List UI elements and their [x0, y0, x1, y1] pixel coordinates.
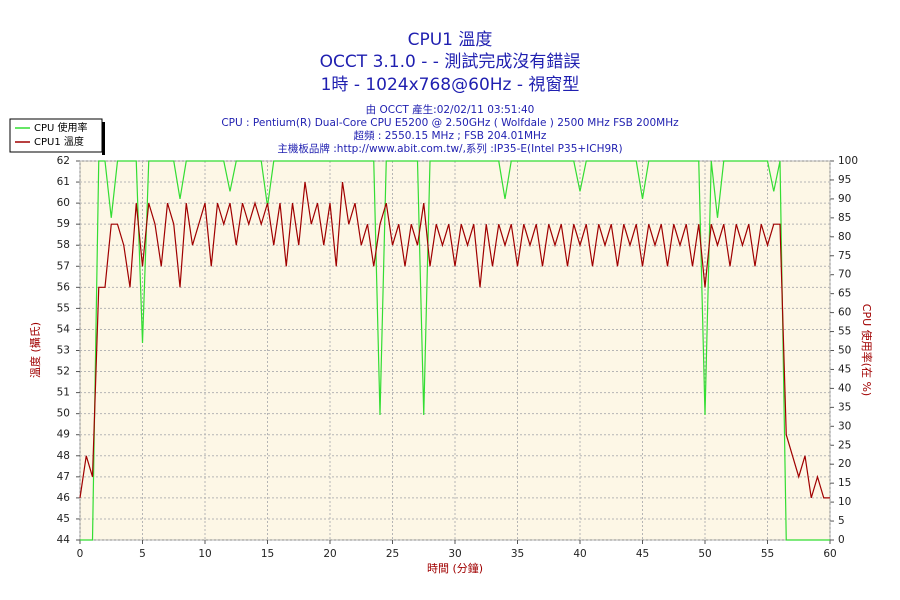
x-tick-label: 25 [386, 548, 399, 560]
y-tick-label: 62 [57, 155, 70, 167]
chart-title: CPU1 溫度 [408, 30, 493, 50]
y2-tick-label: 50 [838, 345, 851, 357]
x-axis-label: 時間 (分鐘) [427, 561, 483, 575]
y-tick-label: 53 [57, 345, 70, 357]
x-tick-label: 15 [261, 548, 274, 560]
y2-tick-label: 40 [838, 382, 851, 394]
info-line: 主機板品牌 :http://www.abit.com.tw/,系列 :IP35-… [277, 142, 622, 155]
y-tick-label: 52 [57, 366, 70, 378]
y-axis-label: 溫度 (攝氏) [28, 322, 42, 378]
y-tick-label: 50 [57, 408, 70, 420]
x-tick-label: 55 [761, 548, 774, 560]
y2-axis-label: CPU 使用率(在 %) [860, 304, 874, 396]
info-line: 超頻 : 2550.15 MHz ; FSB 204.01MHz [354, 129, 547, 142]
y2-tick-label: 100 [838, 155, 858, 167]
y-tick-label: 51 [57, 387, 70, 399]
y2-tick-label: 0 [838, 534, 845, 546]
y2-tick-label: 15 [838, 477, 851, 489]
y2-tick-label: 90 [838, 193, 851, 205]
y-tick-label: 56 [57, 281, 71, 293]
y2-tick-label: 35 [838, 401, 851, 413]
x-tick-label: 5 [139, 548, 146, 560]
x-tick-label: 10 [198, 548, 211, 560]
y2-tick-label: 55 [838, 326, 851, 338]
y2-tick-label: 30 [838, 420, 851, 432]
data-line [80, 160, 830, 541]
y-tick-label: 54 [57, 323, 71, 335]
y-tick-label: 49 [57, 429, 70, 441]
y-tick-label: 44 [57, 534, 71, 546]
x-tick-label: 45 [636, 548, 649, 560]
x-tick-label: 50 [698, 548, 711, 560]
legend-label: CPU1 溫度 [34, 135, 84, 148]
y2-tick-label: 95 [838, 174, 851, 186]
info-line: 由 OCCT 產生:02/02/11 03:51:40 [366, 103, 535, 116]
legend-shadow [102, 122, 105, 155]
y-tick-label: 46 [57, 492, 71, 504]
chart-subtitle: 1時 - 1024x768@60Hz - 視窗型 [321, 75, 580, 95]
legend-label: CPU 使用率 [34, 121, 88, 134]
x-tick-label: 35 [511, 548, 524, 560]
y2-tick-label: 80 [838, 231, 851, 243]
data-line [79, 181, 830, 499]
y2-tick-label: 65 [838, 288, 851, 300]
y2-tick-label: 25 [838, 439, 851, 451]
info-line: CPU : Pentium(R) Dual-Core CPU E5200 @ 2… [221, 117, 679, 129]
chart-subtitle: OCCT 3.1.0 - - 測試完成沒有錯誤 [320, 52, 581, 72]
legend-box [9, 118, 103, 153]
y-tick-label: 48 [57, 450, 70, 462]
y-tick-label: 57 [57, 260, 70, 272]
x-tick-label: 40 [573, 548, 586, 560]
y-tick-label: 55 [57, 302, 70, 314]
y2-tick-label: 5 [838, 515, 845, 527]
y2-tick-label: 10 [838, 496, 851, 508]
y2-tick-label: 20 [838, 458, 851, 470]
y-tick-label: 60 [57, 197, 70, 209]
y2-tick-label: 70 [838, 269, 851, 281]
y-tick-label: 61 [57, 176, 70, 188]
y2-tick-label: 45 [838, 363, 851, 375]
y-tick-label: 59 [57, 218, 70, 230]
x-tick-label: 30 [448, 548, 461, 560]
y-tick-label: 47 [57, 471, 70, 483]
y-tick-label: 45 [57, 513, 70, 525]
y2-tick-label: 85 [838, 212, 851, 224]
x-tick-label: 0 [77, 548, 84, 560]
y2-tick-label: 75 [838, 250, 851, 262]
x-tick-label: 20 [323, 548, 336, 560]
y2-tick-label: 60 [838, 307, 851, 319]
x-tick-label: 60 [823, 548, 836, 560]
y-tick-label: 58 [57, 239, 70, 251]
